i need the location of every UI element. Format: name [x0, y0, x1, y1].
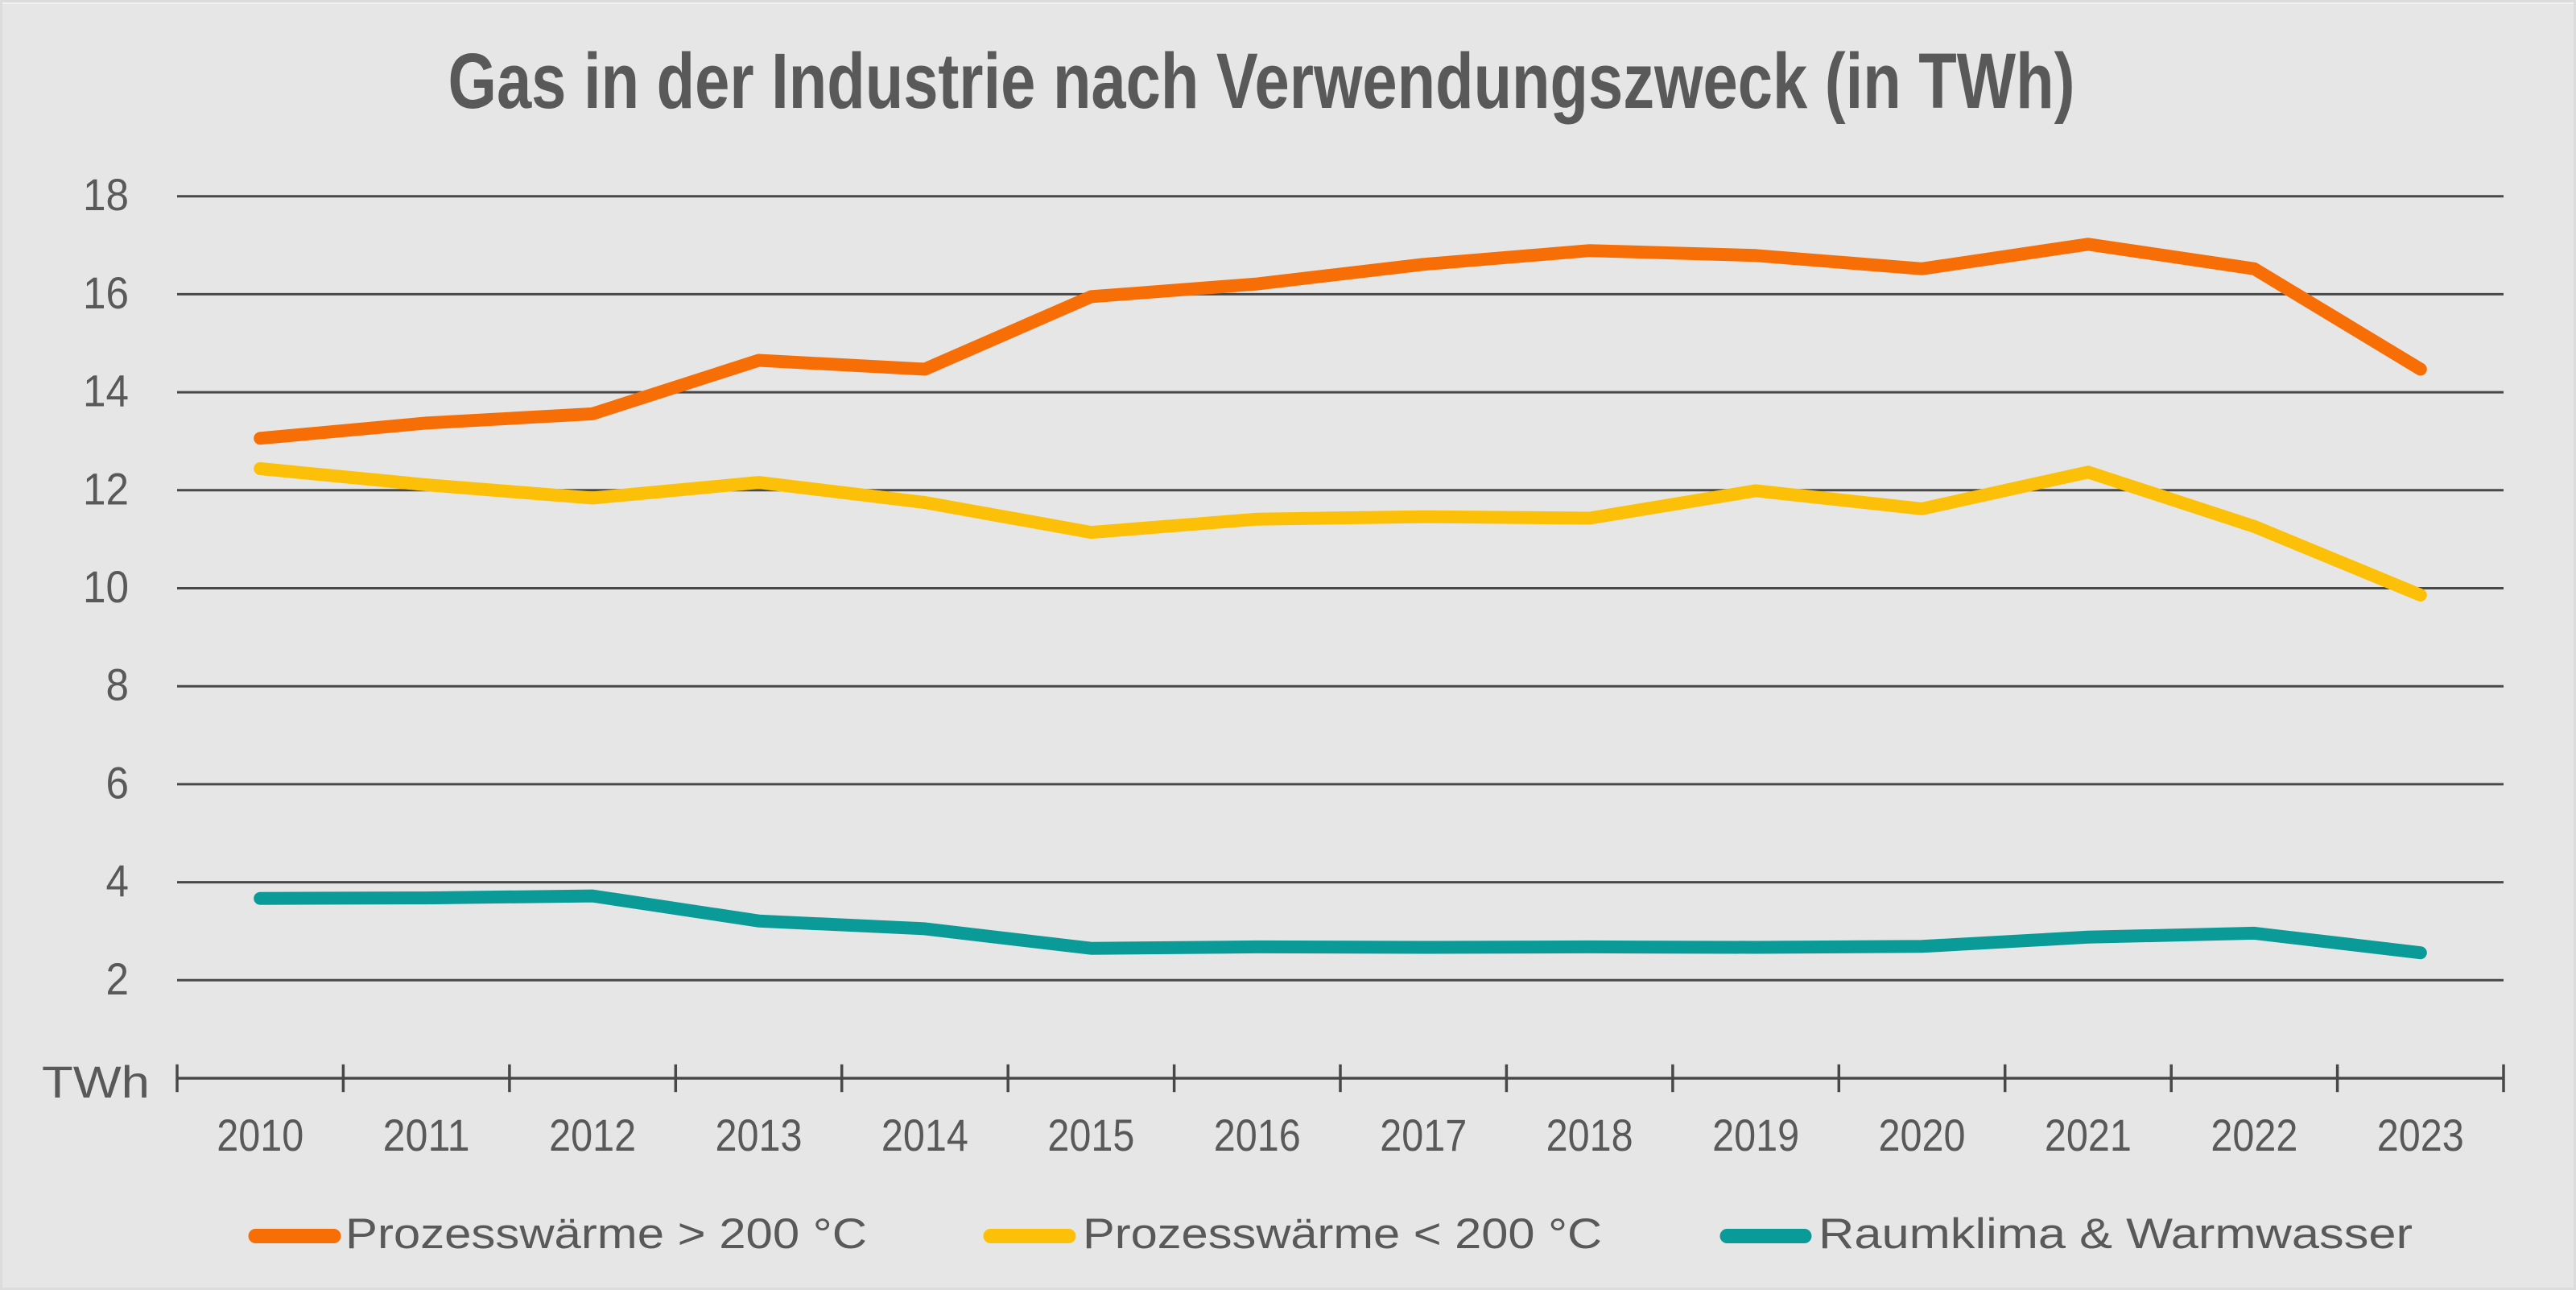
svg-text:2021: 2021	[2045, 1110, 2132, 1160]
svg-text:4: 4	[106, 855, 130, 906]
svg-text:2: 2	[106, 953, 130, 1004]
svg-text:6: 6	[106, 757, 130, 808]
svg-text:2018: 2018	[1546, 1110, 1633, 1160]
svg-text:2017: 2017	[1380, 1110, 1467, 1160]
svg-text:12: 12	[83, 463, 129, 514]
svg-text:10: 10	[83, 561, 129, 612]
svg-text:2019: 2019	[1712, 1110, 1799, 1160]
svg-text:14: 14	[83, 366, 129, 416]
svg-text:Raumklima & Warmwasser: Raumklima & Warmwasser	[1818, 1210, 2413, 1258]
svg-text:2011: 2011	[383, 1110, 470, 1160]
svg-text:16: 16	[83, 267, 129, 318]
svg-text:2015: 2015	[1047, 1110, 1134, 1160]
svg-text:Prozesswärme > 200 °C: Prozesswärme > 200 °C	[345, 1210, 867, 1258]
svg-text:2014: 2014	[881, 1110, 968, 1160]
svg-text:18: 18	[83, 169, 129, 220]
svg-text:2012: 2012	[549, 1110, 636, 1160]
svg-text:2020: 2020	[1879, 1110, 1966, 1160]
svg-text:2023: 2023	[2377, 1110, 2464, 1160]
svg-text:Prozesswärme < 200 °C: Prozesswärme < 200 °C	[1083, 1210, 1602, 1258]
svg-text:2022: 2022	[2211, 1110, 2297, 1160]
svg-text:2013: 2013	[716, 1110, 803, 1160]
svg-text:2016: 2016	[1214, 1110, 1301, 1160]
svg-text:8: 8	[106, 659, 130, 710]
svg-text:2010: 2010	[217, 1110, 303, 1160]
svg-text:Gas in der Industrie nach Verw: Gas in der Industrie nach Verwendungszwe…	[448, 37, 2075, 125]
svg-text:TWh: TWh	[42, 1056, 150, 1107]
